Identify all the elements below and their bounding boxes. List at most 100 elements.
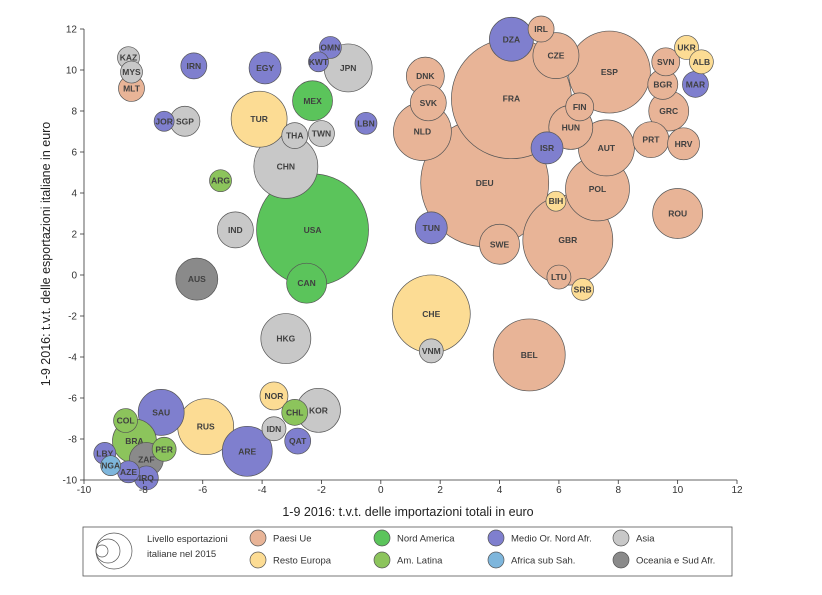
bubble-bih: BIH bbox=[545, 190, 567, 212]
legend-label: Am. Latina bbox=[397, 556, 443, 567]
bubble-label: ALB bbox=[693, 57, 710, 67]
bubble-label: IDN bbox=[267, 424, 282, 434]
bubble-label: ARG bbox=[211, 176, 230, 186]
bubble-circle bbox=[545, 190, 567, 212]
legend-swatch bbox=[612, 551, 630, 569]
bubble-circle bbox=[100, 455, 122, 476]
x-tick-label: -10 bbox=[77, 485, 92, 496]
legend-label: Resto Europa bbox=[273, 556, 332, 567]
bubble-circle bbox=[217, 211, 254, 249]
bubble-label: MAR bbox=[686, 79, 705, 89]
bubble-alb: ALB bbox=[689, 49, 714, 75]
bubble-circle bbox=[546, 264, 572, 290]
bubble-label: FIN bbox=[573, 102, 587, 112]
bubble-aus: AUS bbox=[175, 257, 219, 301]
x-tick-label: 10 bbox=[672, 485, 684, 496]
bubble-circle bbox=[492, 318, 566, 392]
bubble-mex: MEX bbox=[292, 80, 333, 122]
bubble-fin: FIN bbox=[565, 92, 595, 122]
legend-label: Medio Or. Nord Afr. bbox=[511, 534, 592, 545]
bubble-circle bbox=[230, 90, 288, 148]
bubble-tun: TUN bbox=[414, 211, 448, 245]
y-tick-label: 12 bbox=[66, 25, 78, 36]
bubble-circle bbox=[530, 131, 564, 165]
y-tick-label: -2 bbox=[68, 312, 77, 323]
bubble-svk: SVK bbox=[409, 84, 447, 122]
size-legend-icon bbox=[95, 532, 133, 570]
bubble-label: IND bbox=[228, 225, 243, 235]
bubble-circle bbox=[652, 188, 703, 239]
bubble-irl: IRL bbox=[527, 15, 555, 43]
bubble-label: HRV bbox=[675, 139, 693, 149]
x-tick-label: 4 bbox=[497, 485, 503, 496]
bubble-label: ISR bbox=[540, 143, 554, 153]
y-tick-label: 10 bbox=[66, 66, 78, 77]
bubble-circle bbox=[151, 436, 177, 462]
bubble-label: POL bbox=[589, 184, 606, 194]
bubble-nga: NGA bbox=[100, 455, 122, 476]
legend-swatch bbox=[612, 529, 630, 547]
bubble-label: BEL bbox=[521, 350, 538, 360]
bubble-lbn: LBN bbox=[354, 111, 378, 135]
y-tick-label: 8 bbox=[71, 107, 77, 118]
bubble-circle bbox=[259, 381, 289, 411]
bubble-irn: IRN bbox=[180, 52, 208, 80]
bubble-swe: SWE bbox=[479, 223, 520, 265]
bubble-sau: SAU bbox=[137, 389, 185, 436]
bubble-label: SVK bbox=[420, 98, 438, 108]
bubble-circle bbox=[113, 408, 138, 433]
bubble-label: AZE bbox=[120, 467, 137, 477]
bubble-circle bbox=[248, 51, 282, 85]
bubble-label: AUT bbox=[598, 143, 616, 153]
legend-swatch bbox=[373, 551, 391, 569]
bubble-circle bbox=[354, 111, 378, 135]
bubble-qat: QAT bbox=[284, 427, 312, 455]
legend-label: Asia bbox=[636, 534, 655, 545]
bubble-ltu: LTU bbox=[546, 264, 572, 290]
x-tick-label: 8 bbox=[615, 485, 621, 496]
bubble-label: PRT bbox=[642, 135, 660, 145]
bubble-label: COL bbox=[117, 416, 135, 426]
bubble-hkg: HKG bbox=[260, 313, 312, 364]
bubble-circle bbox=[209, 169, 232, 193]
bubble-label: SRB bbox=[574, 284, 592, 294]
bubble-col: COL bbox=[113, 408, 138, 433]
bubble-circle bbox=[667, 127, 700, 161]
bubble-label: CHL bbox=[286, 407, 303, 417]
bubble-label: BGR bbox=[653, 79, 672, 89]
legend-swatch bbox=[487, 551, 505, 569]
bubble-nor: NOR bbox=[259, 381, 289, 411]
legend-items: Paesi Ue Resto Europa Nord America Am. Lati… bbox=[249, 529, 715, 569]
bubble-idn: IDN bbox=[261, 416, 287, 442]
bubble-hrv: HRV bbox=[667, 127, 700, 161]
bubble-rou: ROU bbox=[652, 188, 703, 239]
bubble-label: EGY bbox=[256, 63, 274, 73]
legend-item-na: Nord America bbox=[373, 529, 455, 547]
bubble-label: ROU bbox=[668, 209, 687, 219]
bubble-label: MLT bbox=[123, 83, 141, 93]
bubble-label: LBY bbox=[96, 448, 113, 458]
x-tick-label: 0 bbox=[378, 485, 384, 496]
bubble-label: KOR bbox=[309, 405, 328, 415]
bubble-bgr: BGR bbox=[647, 68, 679, 100]
bubble-label: GBR bbox=[558, 235, 577, 245]
bubble-label: DNK bbox=[416, 71, 435, 81]
bubble-circle bbox=[281, 122, 309, 149]
x-tick-label: 6 bbox=[556, 485, 562, 496]
bubble-label: GRC bbox=[659, 106, 678, 116]
bubble-circle bbox=[284, 427, 312, 455]
bubble-label: SWE bbox=[490, 239, 510, 249]
legend-label: Oceania e Sud Afr. bbox=[636, 556, 715, 567]
bubble-esp: ESP bbox=[568, 30, 651, 114]
legend-item-mo: Medio Or. Nord Afr. bbox=[487, 529, 592, 547]
bubble-label: IRN bbox=[187, 61, 202, 71]
bubble-arg: ARG bbox=[209, 169, 232, 193]
bubble-label: TUN bbox=[423, 223, 440, 233]
bubble-jor: JOR bbox=[153, 110, 175, 132]
bubble-label: DZA bbox=[503, 34, 520, 44]
bubble-label: QAT bbox=[289, 436, 307, 446]
bubble-circle bbox=[286, 262, 327, 304]
x-tick-label: 12 bbox=[731, 485, 743, 496]
bubble-circle bbox=[175, 257, 219, 301]
